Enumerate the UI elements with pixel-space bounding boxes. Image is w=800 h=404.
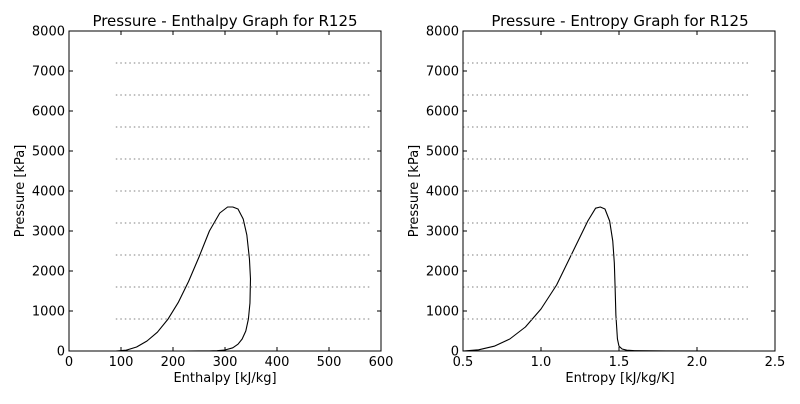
- y-tick-label: 4000: [426, 185, 459, 200]
- y-tick-label: 4000: [32, 185, 65, 200]
- y-axis-label: Pressure [kPa]: [407, 145, 422, 238]
- saturation-dome-line: [115, 206, 252, 352]
- x-tick-label: 100: [109, 355, 134, 370]
- y-tick-label: 7000: [426, 65, 459, 80]
- chart-title: Pressure - Entropy Graph for R125: [491, 12, 748, 30]
- y-tick-label: 8000: [32, 25, 65, 40]
- chart-title: Pressure - Enthalpy Graph for R125: [92, 12, 357, 30]
- chart-pressure-enthalpy: Pressure - Enthalpy Graph for R125 Entha…: [13, 12, 393, 386]
- x-tick-label: 1.0: [531, 355, 552, 370]
- y-tick-label: 6000: [426, 105, 459, 120]
- plot-area: [115, 62, 371, 352]
- x-tick-label: 0: [65, 355, 73, 370]
- x-tick-label: 1.5: [609, 355, 630, 370]
- x-tick-label: 2.5: [765, 355, 786, 370]
- y-tick-label: 6000: [32, 105, 65, 120]
- y-tick-label: 3000: [32, 225, 65, 240]
- saturation-dome-line: [462, 206, 749, 352]
- x-tick-label: 0.5: [453, 355, 474, 370]
- x-tick-label: 600: [369, 355, 394, 370]
- y-tick-label: 5000: [426, 145, 459, 160]
- x-tick-label: 400: [265, 355, 290, 370]
- x-tick-label: 200: [161, 355, 186, 370]
- axes-frame: [68, 30, 382, 352]
- y-tick-label: 3000: [426, 225, 459, 240]
- x-axis-label: Entropy [kJ/kg/K]: [565, 371, 674, 386]
- plot-area: [462, 62, 749, 352]
- x-tick-label: 300: [213, 355, 238, 370]
- y-tick-label: 0: [57, 345, 65, 360]
- y-tick-label: 7000: [32, 65, 65, 80]
- tick-layer: 0.5 1.0 1.5 2.0 2.5 0 1000 2000 3000 4000 5000 6000…: [426, 25, 785, 371]
- y-tick-label: 2000: [426, 265, 459, 280]
- y-axis-label: Pressure [kPa]: [13, 145, 28, 238]
- y-tick-label: 1000: [32, 305, 65, 320]
- y-tick-label: 8000: [426, 25, 459, 40]
- x-tick-label: 500: [317, 355, 342, 370]
- axes-frame: [462, 30, 776, 352]
- y-tick-label: 0: [451, 345, 459, 360]
- x-tick-label: 2.0: [687, 355, 708, 370]
- tick-layer: 0 100 200 300 400 500 600010002000300040005000…: [32, 25, 394, 371]
- y-tick-label: 1000: [426, 305, 459, 320]
- y-tick-label: 5000: [32, 145, 65, 160]
- chart-pressure-entropy: Pressure - Entropy Graph for R125 Entrop…: [407, 12, 785, 386]
- y-tick-label: 2000: [32, 265, 65, 280]
- x-axis-label: Enthalpy [kJ/kg]: [173, 371, 276, 386]
